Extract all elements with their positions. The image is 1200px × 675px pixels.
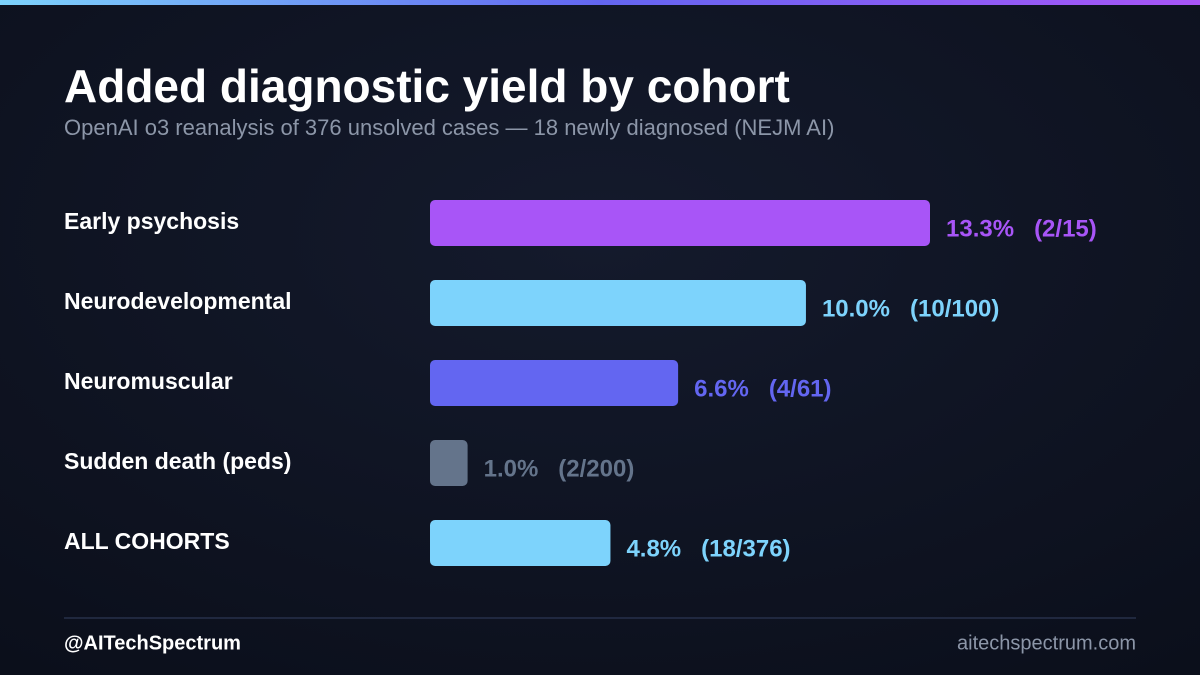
category-label: Early psychosis [64,208,239,234]
top-accent [0,0,1200,5]
category-label: Neurodevelopmental [64,288,292,314]
count-label: (4/61) [769,375,832,402]
count-label: (18/376) [701,535,790,562]
value-label: 13.3% [946,215,1014,242]
bar [430,520,611,566]
category-label: Neuromuscular [64,368,233,394]
chart-subtitle: OpenAI o3 reanalysis of 376 unsolved cas… [64,115,834,140]
category-label: Sudden death (peds) [64,448,291,474]
value-label: 4.8% [626,535,681,562]
category-label: ALL COHORTS [64,528,230,554]
bar [430,360,679,406]
bar [430,200,930,246]
bar [430,280,806,326]
value-label: 1.0% [484,455,539,482]
count-label: (2/200) [558,455,634,482]
count-label: (10/100) [910,295,999,322]
footer-site: aitechspectrum.com [957,632,1136,654]
footer-handle: @AITechSpectrum [64,632,241,654]
value-label: 6.6% [694,375,749,402]
value-label: 10.0% [822,295,890,322]
chart-title: Added diagnostic yield by cohort [64,60,790,112]
count-label: (2/15) [1034,215,1097,242]
bar [430,440,468,486]
